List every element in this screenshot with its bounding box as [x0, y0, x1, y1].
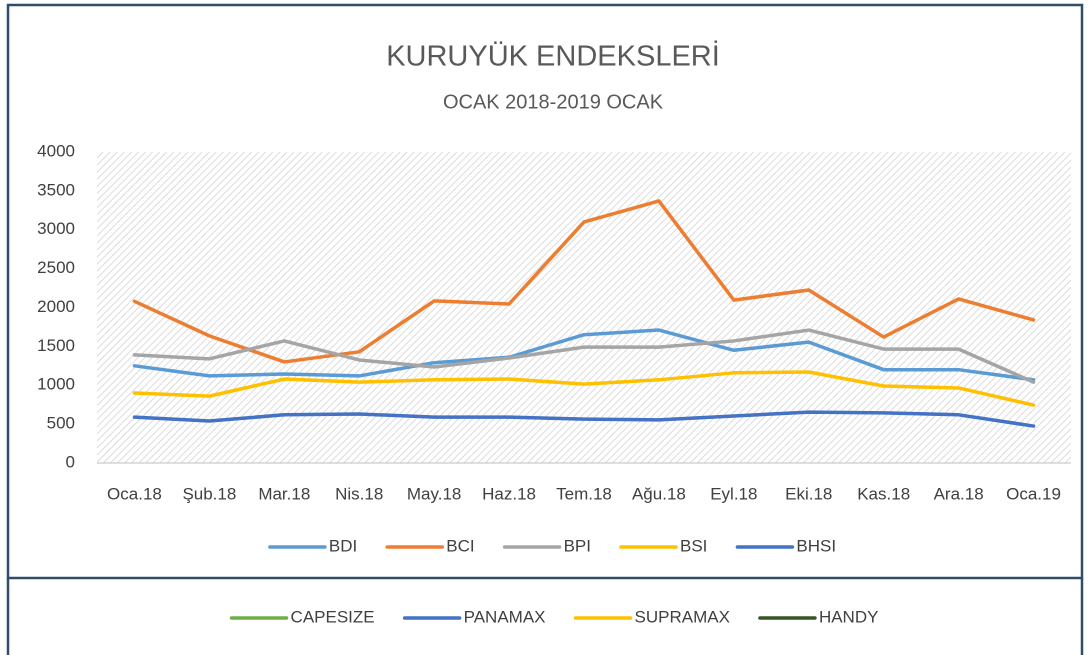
- series-line: [132, 410, 1036, 428]
- chart-title: KURUYÜK ENDEKSLERİ: [386, 40, 720, 73]
- x-tick-label: Eyl.18: [710, 484, 757, 503]
- legend-label: BDI: [329, 536, 357, 555]
- x-tick-label: May.18: [407, 484, 462, 503]
- legend-label: SUPRAMAX: [635, 607, 730, 626]
- x-tick-label: Haz.18: [482, 484, 536, 503]
- y-tick-label: 1000: [37, 375, 75, 394]
- x-tick-label: Eki.18: [785, 484, 832, 503]
- legend-label: CAPESIZE: [291, 607, 375, 626]
- x-tick-label: Nis.18: [335, 484, 383, 503]
- legend-label: BCI: [446, 536, 474, 555]
- x-tick-label: Oca.18: [107, 484, 162, 503]
- legend-label: BHSI: [796, 536, 836, 555]
- series-line: [132, 328, 1036, 382]
- chart-subtitle: OCAK 2018-2019 OCAK: [443, 91, 664, 113]
- legend-label: PANAMAX: [464, 607, 546, 626]
- y-tick-label: 2500: [37, 258, 75, 277]
- y-tick-label: 2000: [37, 297, 75, 316]
- x-tick-label: Şub.18: [182, 484, 236, 503]
- y-tick-label: 0: [66, 452, 75, 471]
- x-tick-label: Kas.18: [857, 484, 910, 503]
- y-tick-label: 500: [47, 414, 75, 433]
- x-tick-label: Ara.18: [934, 484, 984, 503]
- series-line: [132, 328, 1036, 384]
- y-tick-label: 3000: [37, 219, 75, 238]
- y-tick-label: 3500: [37, 180, 75, 199]
- y-tick-label: 4000: [37, 141, 75, 160]
- legend-label: BSI: [680, 536, 707, 555]
- series-line: [132, 370, 1036, 407]
- legend-label: HANDY: [819, 607, 879, 626]
- series-line: [132, 199, 1036, 364]
- x-tick-label: Tem.18: [556, 484, 612, 503]
- x-tick-label: Oca.19: [1006, 484, 1061, 503]
- x-tick-label: Mar.18: [258, 484, 310, 503]
- legend-label: BPI: [564, 536, 591, 555]
- x-tick-label: Ağu.18: [632, 484, 686, 503]
- plot-area: [97, 152, 1071, 463]
- y-tick-label: 1500: [37, 336, 75, 355]
